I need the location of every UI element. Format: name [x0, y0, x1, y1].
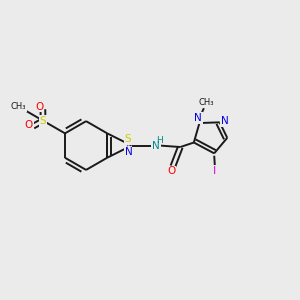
Text: I: I [213, 166, 216, 176]
Text: N: N [194, 113, 202, 123]
Text: N: N [152, 140, 160, 151]
Text: CH₃: CH₃ [199, 98, 214, 107]
Text: S: S [124, 134, 131, 144]
Text: O: O [25, 119, 33, 130]
Text: H: H [156, 136, 163, 145]
Text: S: S [40, 116, 46, 126]
Text: N: N [221, 116, 229, 126]
Text: CH₃: CH₃ [11, 102, 26, 111]
Text: O: O [167, 167, 175, 176]
Text: O: O [35, 101, 44, 112]
Text: N: N [124, 147, 132, 158]
